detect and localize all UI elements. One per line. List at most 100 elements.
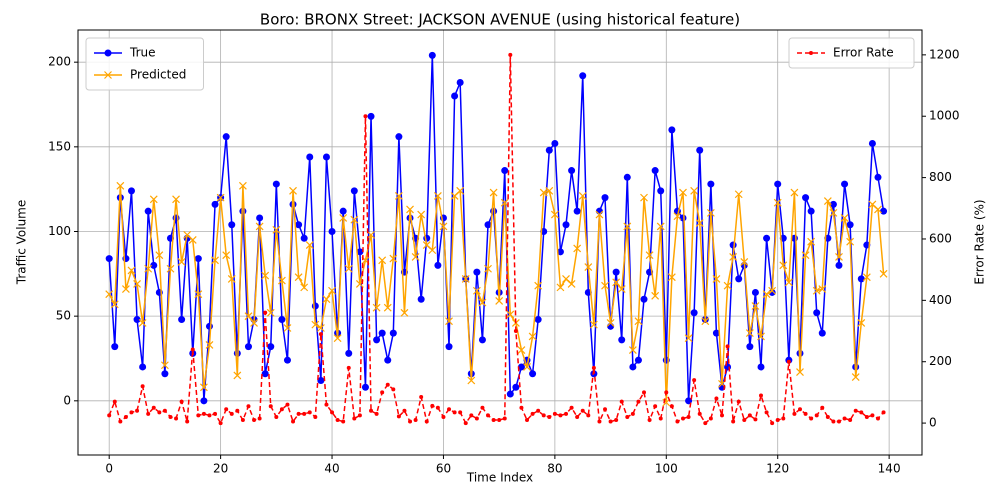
- point: [564, 411, 569, 416]
- point: [797, 407, 802, 412]
- point: [278, 316, 286, 324]
- point: [608, 419, 613, 424]
- point: [400, 308, 409, 317]
- point: [556, 283, 565, 292]
- point: [829, 208, 838, 217]
- point: [228, 221, 236, 229]
- point: [268, 404, 273, 409]
- point: [831, 419, 836, 424]
- point: [484, 221, 492, 229]
- point: [681, 416, 686, 421]
- point: [664, 390, 669, 395]
- point: [501, 167, 509, 175]
- point: [658, 416, 663, 421]
- point: [601, 281, 609, 290]
- point: [218, 421, 223, 426]
- y-tick-label: 100: [48, 224, 71, 238]
- point: [129, 410, 134, 415]
- point: [679, 188, 687, 197]
- legend-marker: [809, 51, 813, 55]
- point: [384, 356, 392, 364]
- point: [784, 278, 793, 287]
- point: [213, 411, 218, 416]
- point: [745, 329, 754, 338]
- point: [859, 410, 864, 415]
- point: [439, 222, 448, 231]
- point: [606, 319, 615, 327]
- point: [380, 390, 385, 395]
- point: [484, 264, 492, 273]
- point: [703, 421, 708, 426]
- point: [150, 261, 158, 269]
- point: [640, 193, 648, 202]
- point: [853, 408, 858, 413]
- legend-box: [85, 37, 204, 91]
- point: [267, 343, 275, 351]
- point: [848, 418, 853, 423]
- point: [469, 413, 474, 418]
- point: [786, 359, 791, 364]
- point: [530, 411, 535, 416]
- point: [580, 408, 585, 413]
- point: [417, 295, 425, 303]
- point: [495, 296, 504, 305]
- point: [205, 322, 213, 330]
- point: [296, 411, 301, 416]
- point: [712, 274, 721, 283]
- point: [764, 410, 769, 415]
- point: [623, 222, 632, 231]
- point: [162, 408, 167, 413]
- point: [525, 418, 530, 423]
- point: [149, 195, 158, 204]
- point: [823, 197, 832, 205]
- y2-tick-label: 200: [929, 354, 952, 368]
- point: [441, 414, 446, 419]
- x-tick-label: 120: [766, 462, 789, 476]
- point: [240, 418, 245, 423]
- y2-tick-label: 1200: [929, 47, 960, 61]
- point: [813, 309, 821, 317]
- point: [818, 329, 826, 337]
- point: [185, 419, 190, 424]
- point: [201, 411, 206, 416]
- point: [589, 320, 598, 329]
- point: [146, 411, 151, 416]
- point: [356, 248, 364, 256]
- point: [452, 410, 457, 415]
- point: [423, 234, 431, 242]
- point: [211, 256, 219, 265]
- point: [807, 207, 815, 215]
- point: [246, 404, 251, 409]
- point: [517, 346, 526, 354]
- point: [720, 413, 725, 418]
- point: [729, 252, 738, 261]
- point: [350, 187, 358, 195]
- point: [295, 221, 303, 229]
- point: [199, 383, 208, 392]
- point: [714, 396, 719, 401]
- point: [628, 346, 637, 354]
- point: [736, 399, 741, 404]
- point: [123, 414, 128, 419]
- point: [238, 181, 247, 190]
- point: [534, 316, 542, 324]
- point: [307, 410, 312, 415]
- point: [618, 336, 626, 344]
- point: [335, 418, 340, 423]
- point: [385, 382, 390, 387]
- point: [480, 405, 485, 410]
- point: [502, 416, 507, 421]
- point: [316, 324, 325, 332]
- legend-marker: [104, 49, 112, 57]
- point: [434, 261, 442, 269]
- point: [614, 418, 619, 423]
- point: [190, 347, 195, 352]
- point: [640, 295, 648, 303]
- point: [133, 280, 141, 288]
- point: [690, 186, 699, 195]
- point: [456, 78, 464, 86]
- point: [591, 365, 596, 370]
- point: [868, 139, 876, 147]
- point: [322, 295, 331, 304]
- point: [294, 273, 303, 282]
